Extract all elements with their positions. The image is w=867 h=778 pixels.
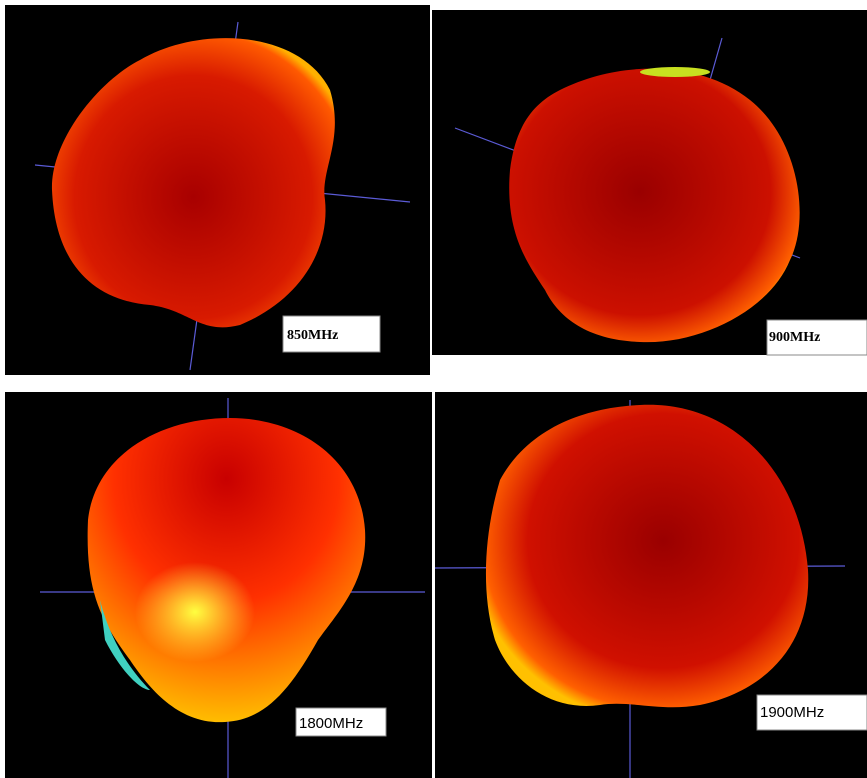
highlight <box>135 562 255 662</box>
frequency-label: 900MHz <box>769 330 820 345</box>
panel-900: 900MHz <box>432 10 867 356</box>
frequency-label: 850MHz <box>287 328 338 343</box>
pattern-lobe <box>509 68 800 343</box>
frequency-label: 1900MHz <box>760 704 824 721</box>
label-box <box>756 694 867 731</box>
highlight <box>100 600 150 690</box>
label-box <box>295 707 387 737</box>
panel-1800: 1800MHz <box>5 392 432 778</box>
label-box <box>766 319 867 356</box>
highlight <box>640 67 710 77</box>
panel-850: 850MHz <box>5 5 430 375</box>
frequency-label: 1800MHz <box>299 715 363 732</box>
pattern-lobe <box>485 404 809 708</box>
panel-1900: 1900MHz <box>434 392 867 778</box>
pattern-lobe <box>51 38 335 328</box>
label-box <box>282 315 381 353</box>
